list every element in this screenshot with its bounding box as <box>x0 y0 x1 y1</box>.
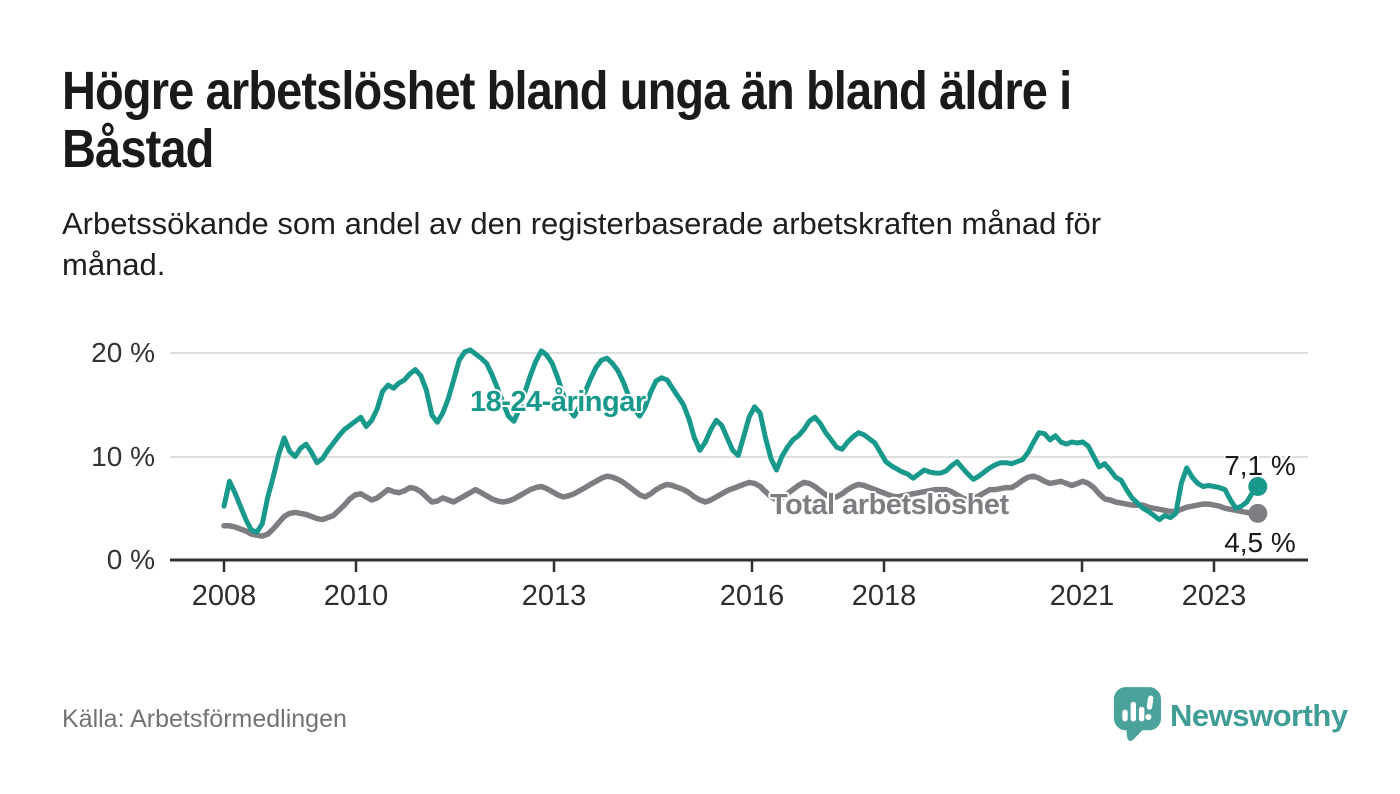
x-tick-label-2018: 2018 <box>851 580 917 612</box>
x-axis-ticks <box>222 561 1216 572</box>
series-label-total: Total arbetslöshet <box>770 489 1009 521</box>
source-note: Källa: Arbetsförmedlingen <box>62 705 347 733</box>
page-subtitle: Arbetssökande som andel av den registerb… <box>62 203 1312 285</box>
series-line-young <box>221 347 1261 535</box>
y-tick-label-0: 0 % <box>106 544 155 575</box>
x-tick-label-2008: 2008 <box>191 580 257 612</box>
y-tick-label-10: 10 % <box>91 440 155 472</box>
series-label-young: 18-24-åringar <box>470 386 646 418</box>
page-title-line-2: Båstad <box>62 119 214 179</box>
x-tick-label-2021: 2021 <box>1049 580 1115 612</box>
y-tick-label-20: 20 % <box>91 337 155 368</box>
logo-bar-chart-glyph <box>1122 695 1154 722</box>
series-line-total <box>221 473 1261 539</box>
newsworthy-logo: Newsworthy <box>1114 687 1348 744</box>
page-title: Högre arbetslöshet bland unga än bland ä… <box>62 62 1262 178</box>
newsworthy-wordmark: Newsworthy <box>1170 698 1348 733</box>
end-value-young: 7,1 % <box>1224 450 1296 481</box>
newsworthy-logo-icon <box>1114 687 1161 741</box>
x-tick-label-2016: 2016 <box>719 580 785 612</box>
end-dot-young <box>1248 477 1268 496</box>
end-dot-total <box>1248 503 1268 523</box>
x-tick-label-2010: 2010 <box>323 580 389 612</box>
x-tick-label-2023: 2023 <box>1181 580 1247 612</box>
x-tick-label-2013: 2013 <box>521 580 587 612</box>
page-title-line-1: Högre arbetslöshet bland unga än bland ä… <box>62 61 1072 121</box>
page-subtitle-line-2: månad. <box>62 247 166 282</box>
page-subtitle-line-1: Arbetssökande som andel av den registerb… <box>62 206 1102 241</box>
end-value-total: 4,5 % <box>1224 527 1296 558</box>
gridlines <box>170 352 1308 458</box>
logo-exclamation-glyph <box>1145 695 1154 720</box>
